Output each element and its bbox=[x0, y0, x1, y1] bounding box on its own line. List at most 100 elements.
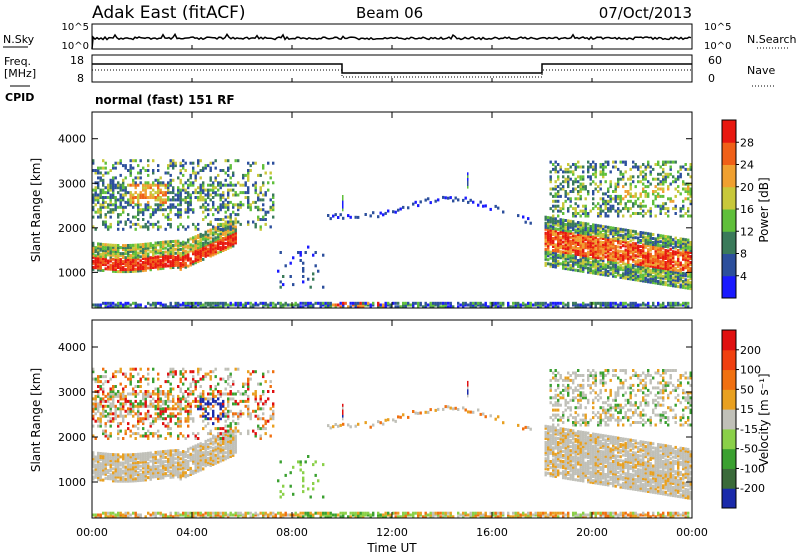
scatter-cell bbox=[417, 204, 419, 207]
scatter-cell bbox=[162, 191, 164, 194]
scatter-cell bbox=[152, 417, 154, 420]
scatter-cell bbox=[560, 236, 562, 239]
scatter-cell bbox=[255, 162, 257, 165]
scatter-cell bbox=[270, 206, 272, 209]
scatter-cell bbox=[117, 228, 119, 231]
scatter-cell bbox=[102, 302, 104, 305]
scatter-cell bbox=[675, 195, 677, 198]
scatter-cell bbox=[172, 244, 174, 247]
scatter-cell bbox=[160, 189, 162, 192]
scatter-cell bbox=[630, 183, 632, 186]
scatter-cell bbox=[477, 204, 479, 207]
scatter-cell bbox=[162, 450, 164, 453]
scatter-cell bbox=[215, 167, 217, 170]
scatter-cell bbox=[677, 185, 679, 188]
scatter-cell bbox=[657, 192, 659, 195]
scatter-cell bbox=[590, 163, 592, 166]
scatter-cell bbox=[225, 159, 227, 162]
scatter-cell bbox=[97, 167, 99, 170]
scatter-cell bbox=[620, 264, 622, 267]
scatter-cell bbox=[200, 184, 202, 187]
scatter-cell bbox=[645, 185, 647, 188]
scatter-cell bbox=[272, 162, 274, 165]
scatter-cell bbox=[620, 240, 622, 243]
scatter-cell bbox=[687, 168, 689, 171]
scatter-cell bbox=[265, 302, 267, 305]
scatter-cell bbox=[317, 302, 319, 305]
scatter-cell bbox=[667, 197, 669, 200]
scatter-cell bbox=[117, 370, 119, 373]
scatter-cell bbox=[157, 225, 159, 228]
scatter-cell bbox=[315, 251, 317, 254]
scatter-cell bbox=[152, 378, 154, 381]
scatter-cell bbox=[227, 189, 229, 192]
scatter-cell bbox=[120, 393, 122, 396]
scatter-cell bbox=[237, 159, 239, 162]
scatter-cell bbox=[517, 214, 519, 217]
scatter-cell bbox=[640, 245, 642, 248]
scatter-cell bbox=[125, 186, 127, 189]
scatter-cell bbox=[180, 262, 182, 265]
scatter-cell bbox=[545, 222, 547, 225]
scatter-cell bbox=[202, 258, 204, 261]
scatter-cell bbox=[225, 172, 227, 175]
scatter-cell bbox=[135, 432, 137, 435]
scatter-cell bbox=[402, 206, 404, 209]
scatter-cell bbox=[615, 302, 617, 305]
scatter-cell bbox=[362, 302, 364, 305]
scatter-cell bbox=[670, 302, 672, 305]
scatter-cell bbox=[597, 302, 599, 305]
scatter-cell bbox=[572, 254, 574, 257]
scatter-cell bbox=[440, 302, 442, 305]
scatter-cell bbox=[135, 196, 137, 199]
scatter-cell bbox=[165, 472, 167, 475]
scatter-cell bbox=[680, 237, 682, 240]
scatter-cell bbox=[555, 192, 557, 195]
scatter-cell bbox=[155, 451, 157, 454]
scatter-cell bbox=[660, 205, 662, 208]
scatter-cell bbox=[117, 400, 119, 403]
y-tick-label: 3000 bbox=[58, 177, 86, 190]
scatter-cell bbox=[227, 221, 229, 224]
scatter-cell bbox=[140, 378, 142, 381]
scatter-cell bbox=[137, 380, 139, 383]
scatter-cell bbox=[162, 514, 164, 517]
scatter-cell bbox=[570, 220, 572, 223]
scatter-cell bbox=[325, 302, 327, 305]
scatter-cell bbox=[462, 199, 464, 202]
scatter-cell bbox=[167, 380, 169, 383]
scatter-cell bbox=[182, 198, 184, 201]
scatter-cell bbox=[620, 302, 622, 305]
scatter-cell bbox=[175, 461, 177, 464]
scatter-cell bbox=[175, 206, 177, 209]
scatter-cell bbox=[610, 205, 612, 208]
scatter-cell bbox=[610, 195, 612, 198]
scatter-cell bbox=[117, 206, 119, 209]
scatter-cell bbox=[552, 210, 554, 213]
scatter-cell bbox=[577, 247, 579, 250]
scatter-cell bbox=[102, 479, 104, 482]
scatter-cell bbox=[582, 302, 584, 305]
scatter-cell bbox=[220, 194, 222, 197]
scatter-cell bbox=[107, 453, 109, 456]
scatter-cell bbox=[627, 178, 629, 181]
scatter-cell bbox=[632, 161, 634, 164]
scatter-cell bbox=[615, 161, 617, 164]
scatter-cell bbox=[172, 240, 174, 243]
scatter-cell bbox=[110, 512, 112, 515]
scatter-cell bbox=[122, 415, 124, 418]
scatter-cell bbox=[227, 174, 229, 177]
scatter-cell bbox=[545, 216, 547, 219]
scatter-cell bbox=[247, 302, 249, 305]
scatter-cell bbox=[125, 268, 127, 271]
scatter-cell bbox=[165, 263, 167, 266]
scatter-cell bbox=[637, 237, 639, 240]
scatter-cell bbox=[270, 302, 272, 305]
scatter-cell bbox=[532, 304, 534, 307]
scatter-cell bbox=[520, 304, 522, 307]
scatter-cell bbox=[640, 180, 642, 183]
scatter-cell bbox=[620, 170, 622, 173]
scatter-cell bbox=[242, 203, 244, 206]
scatter-cell bbox=[557, 220, 559, 223]
